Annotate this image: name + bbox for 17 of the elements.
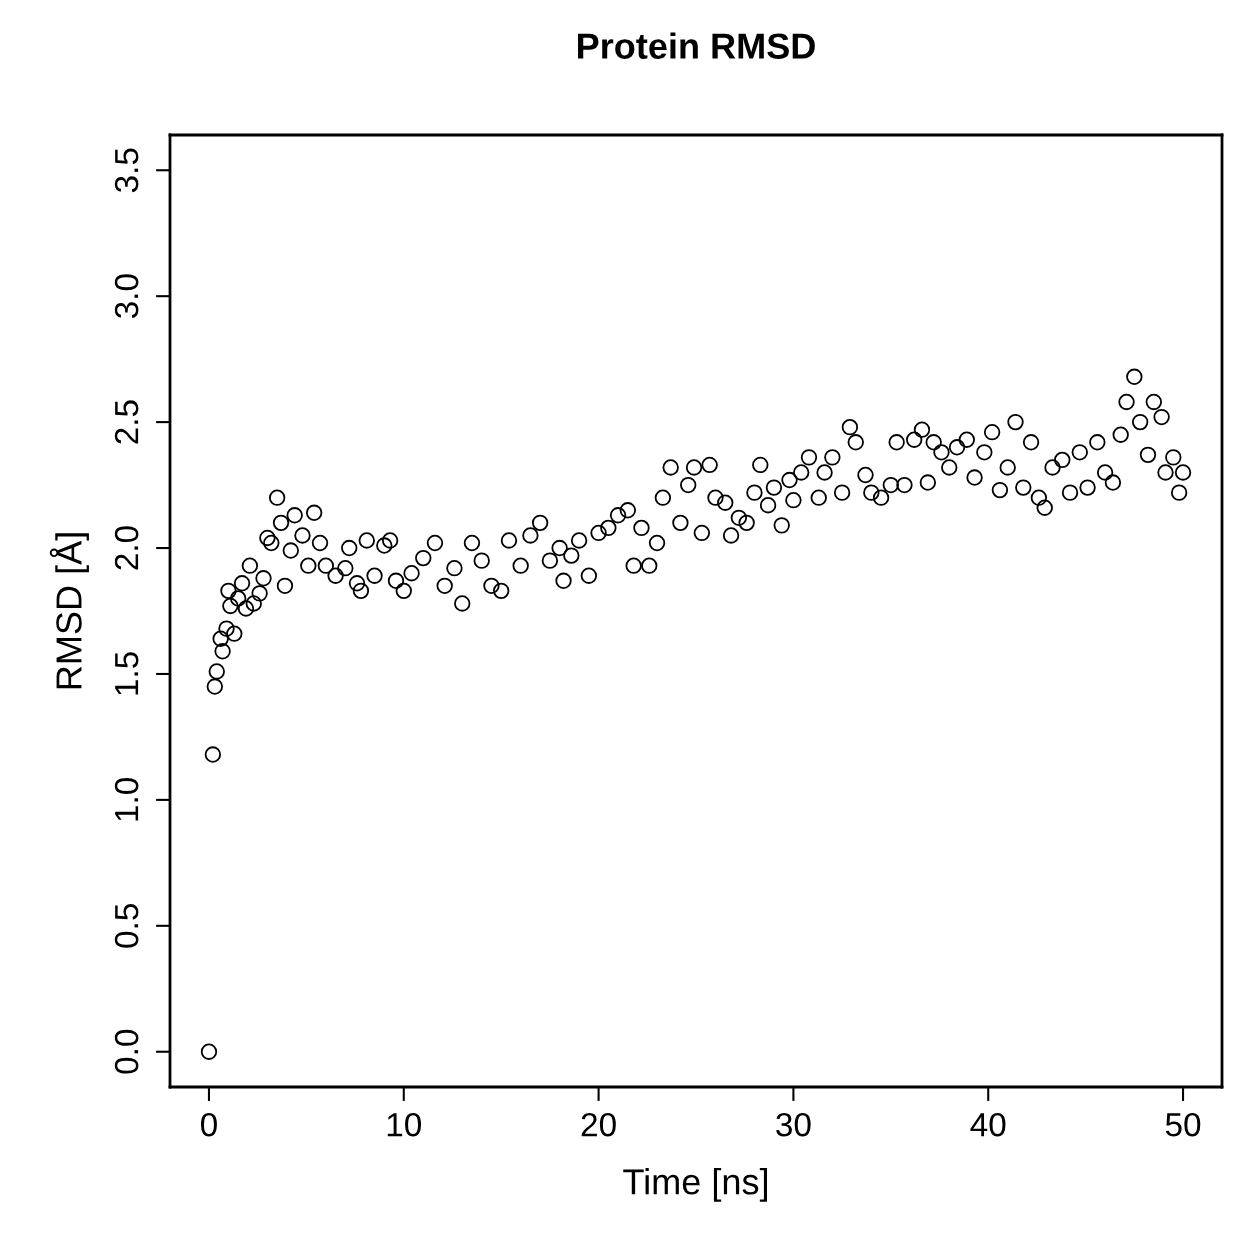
x-tick-label: 30 <box>776 1112 811 1137</box>
y-tick-label: 0.0 <box>114 1029 139 1074</box>
y-tick-label: 1.5 <box>115 652 139 695</box>
x-tick-label: 10 <box>387 1112 422 1137</box>
y-axis-title: RMSD [Å] <box>49 533 89 689</box>
y-tick-label: 2.5 <box>114 400 139 444</box>
x-tick-label: 0 <box>201 1112 217 1137</box>
x-axis-title: Time [ns] <box>623 1168 767 1202</box>
y-tick-label: 1.0 <box>114 778 139 821</box>
y-tick-label: 3.0 <box>114 274 139 319</box>
x-tick-label: 20 <box>581 1112 616 1137</box>
y-tick-label: 3.5 <box>114 148 139 193</box>
y-tick-label: 2.0 <box>114 526 139 570</box>
x-tick-label: 50 <box>1165 1112 1201 1137</box>
chart-title: Protein RMSD <box>578 32 815 59</box>
x-tick-label: 40 <box>970 1112 1006 1137</box>
y-tick-label: 0.5 <box>114 904 139 948</box>
